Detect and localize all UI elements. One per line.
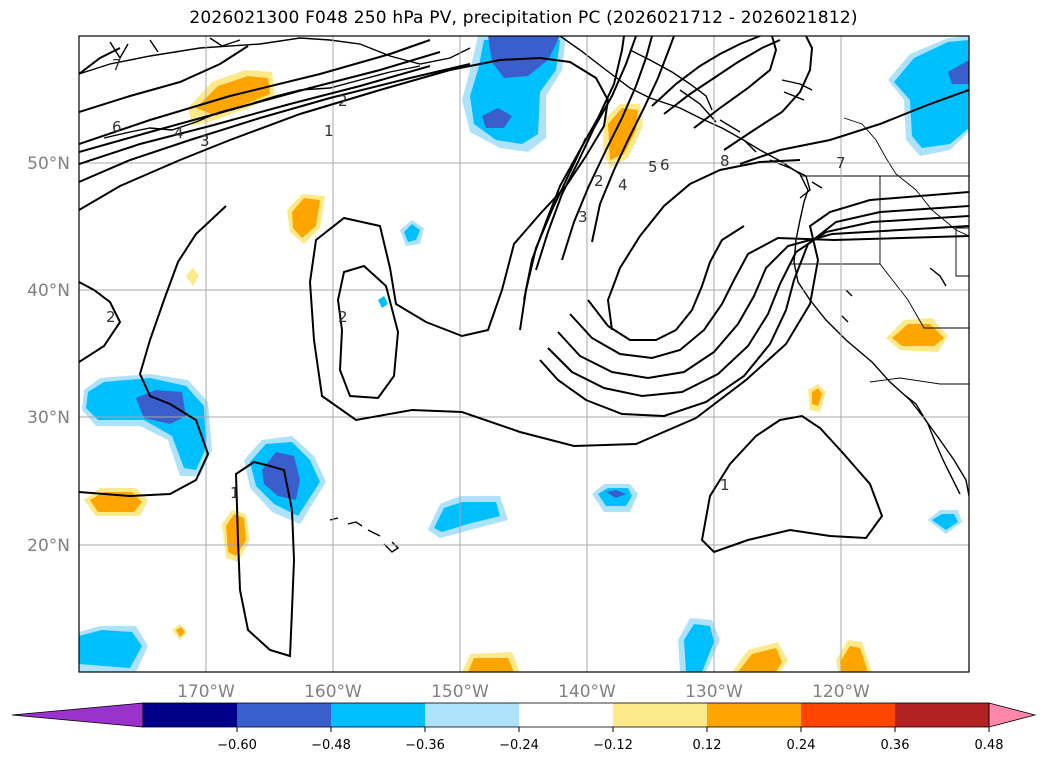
precip-positive-areas	[84, 70, 948, 672]
lat-label-30n: 30°N	[27, 408, 70, 428]
pv-label: 2	[106, 308, 116, 326]
colorbar-tick-label: −0.48	[311, 738, 351, 753]
colorbar-tick-label: −0.36	[405, 738, 445, 753]
colorbar-tick-label: 0.12	[693, 738, 722, 753]
map-title: 2026021300 F048 250 hPa PV, precipitatio…	[189, 8, 858, 28]
pv-contours	[79, 36, 969, 658]
colorbar-bin	[425, 703, 520, 727]
pv-label: 2	[338, 308, 348, 326]
colorbar-tick-label: −0.12	[593, 738, 633, 753]
colorbar-bin	[895, 703, 990, 727]
colorbar-bin	[519, 703, 614, 727]
pv-label: 3	[578, 208, 588, 226]
colorbar-tick-label: 0.24	[787, 738, 816, 753]
pv-label: 6	[660, 156, 670, 174]
pv-label: 8	[720, 152, 730, 170]
colorbar-tick-label: 0.48	[975, 738, 1004, 753]
colorbar-bin	[237, 703, 332, 727]
colorbar-tick-label: −0.24	[499, 738, 539, 753]
pv-label: 1	[324, 122, 334, 140]
lon-label-140w: 140°W	[558, 682, 616, 702]
pv-label: 4	[618, 176, 628, 194]
pv-label: 2	[594, 172, 604, 190]
lon-label-160w: 160°W	[304, 682, 362, 702]
pv-label: 5	[648, 158, 658, 176]
colorbar-bin	[143, 703, 238, 727]
longitude-labels: 170°W 160°W 150°W 140°W 130°W 120°W	[177, 682, 870, 702]
precip-negative-areas	[79, 36, 969, 672]
colorbar-tick-label: 0.36	[881, 738, 910, 753]
pv-label: 4	[174, 124, 184, 142]
lat-label-50n: 50°N	[27, 154, 70, 174]
map-frame	[78, 35, 970, 673]
pv-label: 3	[200, 132, 210, 150]
pv-label: 1	[720, 476, 730, 494]
colorbar-tick-label: −0.60	[217, 738, 257, 753]
lat-label-40n: 40°N	[27, 281, 70, 301]
pv-label: 7	[836, 154, 846, 172]
political-borders	[790, 117, 969, 385]
lon-label-170w: 170°W	[177, 682, 235, 702]
lon-label-130w: 130°W	[685, 682, 743, 702]
colorbar-outline	[142, 702, 990, 728]
pv-contour-labels: 1 2 3 4 5 6 7 8 2 3 4 6 7 1 1 2 2	[106, 56, 846, 502]
lat-label-20n: 20°N	[27, 536, 70, 556]
colorbar-bin	[707, 703, 802, 727]
pv-label: 7	[112, 56, 122, 74]
pv-label: 2	[338, 92, 348, 110]
pv-label: 1	[230, 484, 240, 502]
pv-label: 6	[112, 118, 122, 136]
colorbar-over-extension	[988, 702, 1037, 728]
colorbar-bin	[613, 703, 708, 727]
coastlines	[79, 36, 969, 553]
colorbar-under-extension	[11, 702, 144, 728]
colorbar-bin	[331, 703, 426, 727]
lon-label-120w: 120°W	[812, 682, 870, 702]
lon-label-150w: 150°W	[431, 682, 489, 702]
colorbar-bin	[801, 703, 896, 727]
latitude-labels: 50°N 40°N 30°N 20°N	[27, 154, 70, 556]
colorbar: −0.60 −0.48 −0.36 −0.24 −0.12 0.12 0.24 0.36 0.4…	[11, 702, 1037, 753]
